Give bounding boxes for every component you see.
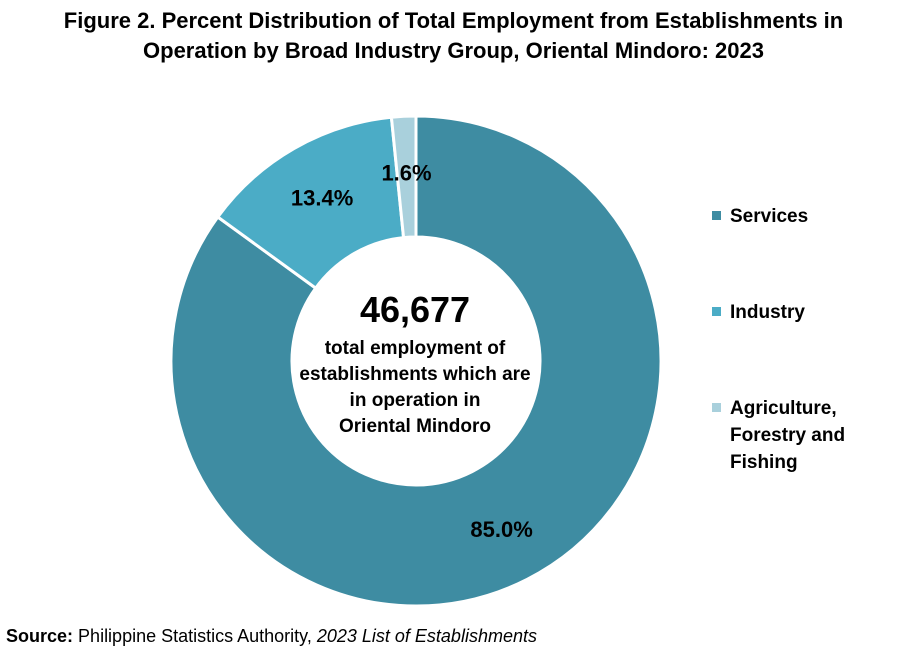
- legend-label-line: Services: [730, 206, 809, 227]
- slice-label-agriculture-forestry-and-fishing: 1.6%: [381, 161, 431, 186]
- legend-label-agriculture-forestry-and-fishing: Agriculture, Forestry and Fishing: [730, 395, 870, 476]
- slice-labels: 85.0% 13.4% 1.6%: [291, 161, 533, 542]
- legend-label-line: Forestry and: [730, 425, 846, 446]
- slice-agriculture-forestry-and-fishing: [389, 114, 418, 240]
- center-caption-line-2: establishments which are: [299, 364, 530, 385]
- legend-label-line: Agriculture,: [730, 398, 837, 419]
- slice-label-services: 85.0%: [470, 517, 532, 542]
- source-publication: 2023 List of Establishments: [316, 626, 537, 646]
- chart-title: Figure 2. Percent Distribution of Total …: [0, 6, 907, 66]
- legend-item-services: Services: [712, 203, 870, 230]
- legend-label-industry: Industry: [730, 299, 870, 326]
- legend-label-line: Fishing: [730, 452, 798, 473]
- center-total: 46,677: [360, 289, 470, 330]
- legend-label-line: Industry: [730, 302, 805, 323]
- slice-services: [169, 114, 663, 608]
- donut-slices: [169, 114, 663, 608]
- legend-swatch-agriculture-forestry-and-fishing: [712, 403, 721, 412]
- legend-swatch-industry: [712, 307, 721, 316]
- center-annotation: 46,677 total employment of establishment…: [299, 289, 530, 437]
- legend-swatch-services: [712, 211, 721, 220]
- slice-label-industry: 13.4%: [291, 186, 353, 211]
- legend-label-services: Services: [730, 203, 870, 230]
- source-note: Source: Philippine Statistics Authority,…: [6, 626, 537, 647]
- center-caption-line-3: in operation in: [350, 390, 481, 411]
- chart-title-line-2: Operation by Broad Industry Group, Orien…: [143, 38, 764, 63]
- chart-title-line-1: Figure 2. Percent Distribution of Total …: [63, 8, 844, 33]
- source-label: Source:: [6, 626, 74, 646]
- center-caption-line-1: total employment of: [325, 338, 506, 359]
- legend-item-industry: Industry: [712, 299, 870, 326]
- source-publisher: Philippine Statistics Authority,: [78, 626, 312, 646]
- center-caption-line-4: Oriental Mindoro: [339, 416, 491, 437]
- legend-item-agriculture-forestry-and-fishing: Agriculture, Forestry and Fishing: [712, 395, 870, 476]
